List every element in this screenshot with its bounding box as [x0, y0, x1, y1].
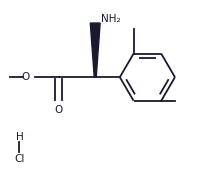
Text: O: O: [21, 72, 30, 82]
Text: Cl: Cl: [14, 154, 25, 164]
Text: O: O: [55, 105, 63, 115]
Polygon shape: [90, 23, 100, 77]
Text: H: H: [16, 132, 23, 142]
Text: NH₂: NH₂: [101, 14, 121, 24]
